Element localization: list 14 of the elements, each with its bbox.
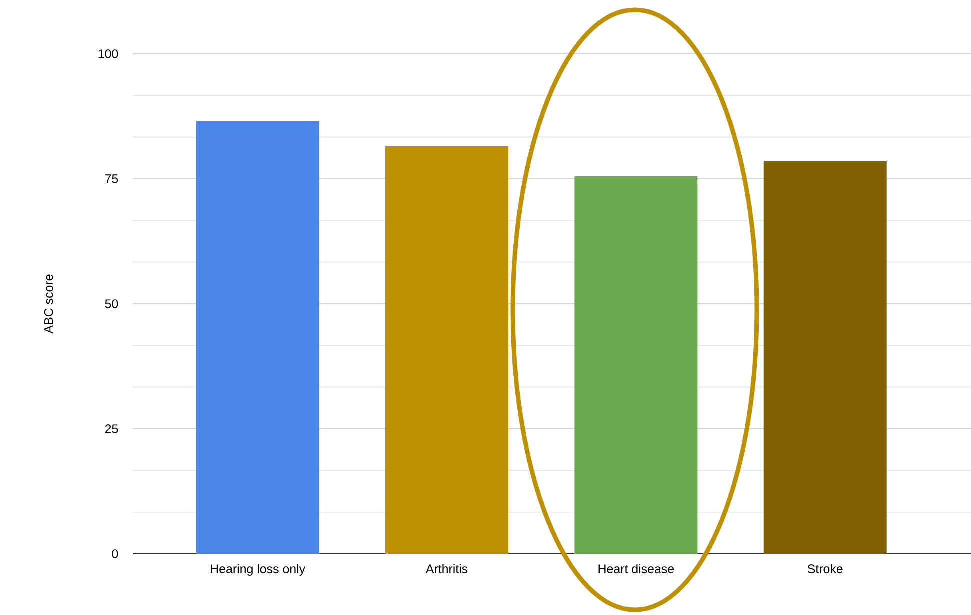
bar [386, 146, 509, 554]
y-tick-label: 25 [105, 424, 118, 434]
x-tick-label: Hearing loss only [211, 564, 306, 576]
y-axis-title: ABC score [44, 274, 54, 334]
y-tick-label: 100 [98, 50, 118, 58]
bar [764, 161, 887, 554]
y-tick-label: 50 [105, 300, 118, 308]
bar [196, 121, 320, 554]
x-tick-label: Heart disease [598, 564, 674, 574]
y-tick-label: 0 [112, 550, 118, 558]
x-tick-label: Arthritis [426, 564, 468, 574]
bar [574, 176, 698, 554]
y-tick-label: 75 [105, 174, 118, 184]
x-tick-label: Stroke [808, 564, 843, 574]
